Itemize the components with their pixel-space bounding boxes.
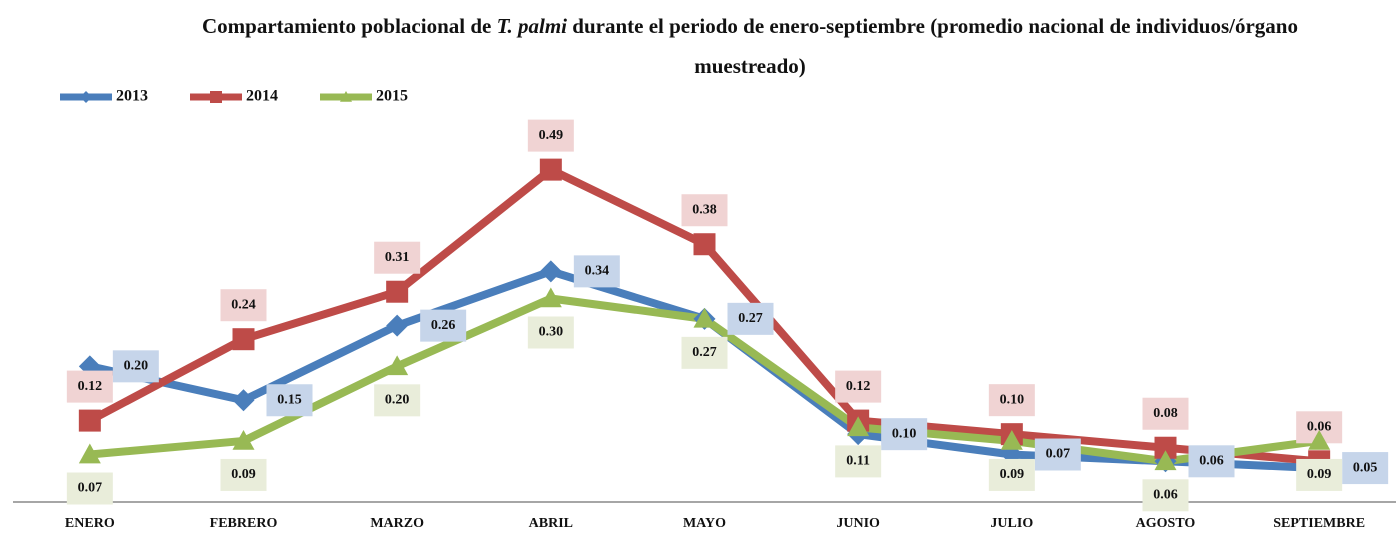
data-label-box (420, 309, 467, 342)
data-label-box (220, 289, 267, 322)
data-label-box (988, 458, 1035, 491)
legend-label: 2013 (116, 88, 148, 105)
title-part: durante el periodo de enero-septiembre (… (567, 14, 1298, 78)
marker (78, 443, 101, 464)
data-label: 0.07 (1046, 447, 1071, 462)
data-label: 0.12 (78, 379, 103, 394)
x-tick-label: AGOSTO (1136, 516, 1196, 531)
x-tick-label: MAYO (683, 516, 726, 531)
data-label: 0.38 (692, 202, 717, 217)
x-tick-label: ENERO (65, 516, 115, 531)
marker (539, 158, 562, 181)
data-label-box (220, 458, 267, 491)
data-label: 0.11 (846, 454, 870, 469)
marker (386, 280, 409, 303)
data-label-box (374, 241, 421, 274)
marker (1154, 450, 1177, 471)
data-label-box (1342, 452, 1389, 485)
data-label-box (527, 316, 574, 349)
marker (539, 260, 562, 283)
data-label-box (727, 302, 774, 335)
chart-title: Compartamiento poblacional de T. palmi d… (200, 6, 1300, 86)
marker (386, 355, 409, 376)
x-tick-label: JUNIO (836, 516, 880, 531)
data-label: 0.09 (1000, 467, 1025, 482)
data-label-box (66, 370, 113, 403)
data-label: 0.12 (846, 379, 871, 394)
marker (1154, 436, 1177, 459)
legend-label: 2014 (246, 88, 278, 105)
data-label: 0.06 (1307, 420, 1332, 435)
marker (78, 409, 101, 432)
title-part: Compartamiento poblacional de (202, 14, 497, 38)
x-tick-label: FEBRERO (210, 516, 278, 531)
marker (1000, 429, 1023, 450)
marker (340, 91, 352, 102)
data-label: 0.49 (539, 128, 564, 143)
data-label-box (527, 119, 574, 152)
marker (693, 233, 716, 256)
data-label-box (988, 384, 1035, 417)
data-label: 0.15 (277, 392, 302, 407)
data-label: 0.31 (385, 250, 410, 265)
data-label-box (374, 384, 421, 417)
data-label: 0.30 (539, 325, 564, 340)
data-label-box (835, 445, 882, 478)
data-label: 0.06 (1199, 454, 1224, 469)
marker (210, 91, 222, 103)
data-label-box (1142, 479, 1189, 512)
data-label-box (112, 350, 159, 383)
marker (232, 429, 255, 450)
x-tick-label: JULIO (990, 516, 1033, 531)
data-label-box (681, 194, 728, 227)
x-tick-label: SEPTIEMBRE (1273, 516, 1365, 531)
x-tick-label: MARZO (370, 516, 424, 531)
data-label: 0.20 (124, 359, 149, 374)
data-label-box (835, 370, 882, 403)
data-label: 0.27 (738, 311, 763, 326)
data-label: 0.27 (692, 345, 717, 360)
title-part: T. palmi (496, 14, 568, 38)
marker (539, 287, 562, 308)
data-label: 0.24 (231, 297, 256, 312)
marker (80, 91, 92, 103)
data-label: 0.05 (1353, 460, 1378, 475)
x-tick-label: ABRIL (529, 516, 573, 531)
data-label: 0.20 (385, 393, 410, 408)
data-label: 0.10 (892, 426, 917, 441)
data-label-box (1296, 458, 1343, 491)
data-label-box (1034, 438, 1081, 471)
marker (1308, 429, 1331, 450)
marker (693, 307, 716, 328)
data-label: 0.08 (1153, 406, 1178, 421)
legend-label: 2015 (376, 88, 408, 105)
marker (232, 328, 255, 351)
data-label: 0.06 (1153, 488, 1178, 503)
data-label: 0.07 (78, 481, 103, 496)
data-label: 0.10 (1000, 392, 1025, 407)
data-label: 0.26 (431, 318, 456, 333)
data-label-box (881, 418, 928, 451)
marker (232, 389, 255, 412)
series-line (88, 267, 1320, 473)
marker (847, 416, 870, 437)
data-label-box (266, 384, 313, 417)
data-label: 0.09 (231, 467, 256, 482)
marker (386, 314, 409, 337)
data-label: 0.09 (1307, 467, 1332, 482)
data-label: 0.34 (585, 264, 610, 279)
data-label-box (66, 472, 113, 505)
data-label-box (573, 255, 620, 288)
data-label-box (681, 336, 728, 369)
data-label-box (1142, 397, 1189, 430)
data-label-box (1188, 445, 1235, 478)
